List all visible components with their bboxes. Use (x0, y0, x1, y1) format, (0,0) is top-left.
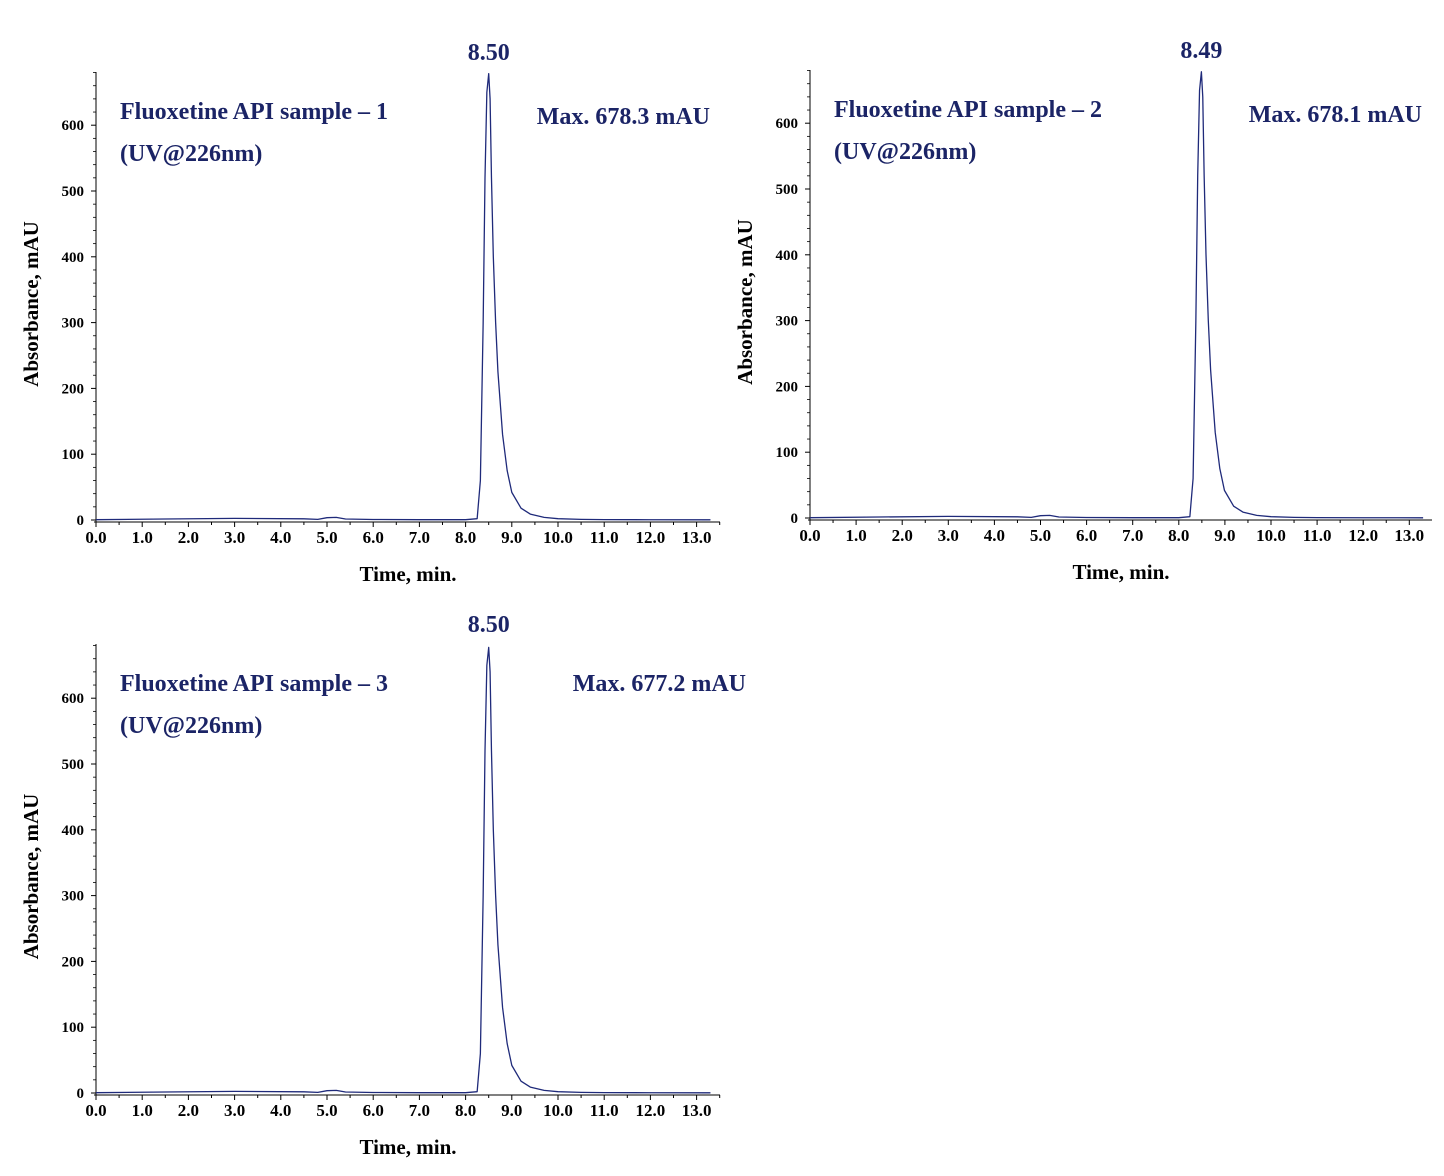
y-tick-label: 200 (62, 954, 85, 970)
chart-panel-3: 0.0 1.0 2.0 3.0 4.0 5.0 6.0 7.0 8.0 9.0 10.0 11.0 12… (19, 612, 746, 1159)
x-tick-label: 5.0 (1030, 526, 1051, 545)
x-tick-label: 11.0 (590, 1101, 619, 1120)
y-tick-label: 500 (62, 757, 85, 773)
chromatogram-trace (809, 71, 1424, 519)
chart-panel-1: 0.0 1.0 2.0 3.0 4.0 5.0 6.0 7.0 8.0 9.0 10.0 11.0 12… (19, 40, 721, 586)
y-tick-label: 100 (776, 445, 799, 461)
x-tick-label: 9.0 (501, 1101, 522, 1120)
x-tick-label: 3.0 (224, 1101, 245, 1120)
x-tick-label: 12.0 (1348, 526, 1378, 545)
x-tick-label: 9.0 (1214, 526, 1235, 545)
peak-retention-label: 8.49 (1180, 38, 1222, 64)
x-tick-label: 7.0 (1122, 526, 1143, 545)
y-tick-label: 500 (62, 184, 85, 200)
x-tick-label: 12.0 (636, 528, 666, 547)
chart-subtitle: (UV@226nm) (120, 713, 262, 739)
y-tick-label: 300 (62, 889, 85, 905)
x-tick-label: 1.0 (132, 1101, 153, 1120)
y-tick-label: 100 (62, 1020, 85, 1036)
peak-max-label: Max. 678.1 mAU (1249, 102, 1422, 128)
x-tick-label: 13.0 (682, 1101, 712, 1120)
chromatogram-trace (95, 646, 711, 1094)
x-axis-label: Time, min. (359, 1135, 456, 1159)
x-tick-label: 5.0 (316, 1101, 337, 1120)
y-axis-label: Absorbance, mAU (19, 794, 43, 960)
x-tick-label: 2.0 (892, 526, 913, 545)
x-tick-label: 11.0 (1303, 526, 1332, 545)
x-tick-label: 8.0 (1168, 526, 1189, 545)
x-tick-label: 0.0 (85, 528, 106, 547)
y-tick-label: 400 (62, 250, 85, 266)
peak-max-label: Max. 678.3 mAU (537, 104, 710, 130)
x-tick-label: 12.0 (636, 1101, 666, 1120)
y-tick-label: 0 (77, 513, 85, 529)
y-tick-label: 400 (776, 248, 799, 264)
y-tick-label: 300 (776, 314, 799, 330)
x-tick-label: 5.0 (316, 528, 337, 547)
x-axis-label: Time, min. (359, 562, 456, 586)
chart-subtitle: (UV@226nm) (834, 139, 976, 165)
chart-title: Fluoxetine API sample – 1 (120, 99, 388, 125)
chart-panel-2: 0.0 1.0 2.0 3.0 4.0 5.0 6.0 7.0 8.0 9.0 10.0 11.0 12… (733, 38, 1432, 584)
x-tick-label: 10.0 (543, 528, 573, 547)
y-tick-label: 0 (77, 1086, 85, 1102)
chart-title: Fluoxetine API sample – 3 (120, 671, 388, 697)
x-tick-label: 1.0 (845, 526, 866, 545)
x-tick-label: 4.0 (270, 528, 291, 547)
y-axis-label: Absorbance, mAU (19, 221, 43, 387)
x-tick-label: 13.0 (1394, 526, 1424, 545)
x-tick-label: 10.0 (543, 1101, 573, 1120)
y-tick-label: 400 (62, 823, 85, 839)
y-tick-label: 200 (776, 379, 799, 395)
x-tick-label: 8.0 (455, 528, 476, 547)
x-tick-label: 7.0 (409, 1101, 430, 1120)
x-tick-label: 3.0 (224, 528, 245, 547)
x-tick-label: 4.0 (270, 1101, 291, 1120)
x-tick-label: 13.0 (682, 528, 712, 547)
chart-title: Fluoxetine API sample – 2 (834, 97, 1102, 123)
x-tick-label: 2.0 (178, 1101, 199, 1120)
peak-retention-label: 8.50 (468, 40, 510, 66)
y-tick-label: 200 (62, 381, 85, 397)
x-tick-label: 10.0 (1256, 526, 1286, 545)
x-tick-label: 2.0 (178, 528, 199, 547)
y-tick-label: 300 (62, 316, 85, 332)
x-tick-label: 6.0 (363, 1101, 384, 1120)
x-tick-label: 0.0 (85, 1101, 106, 1120)
y-axis-label: Absorbance, mAU (733, 219, 757, 385)
chart-subtitle: (UV@226nm) (120, 141, 262, 167)
y-tick-label: 100 (62, 447, 85, 463)
x-axis-label: Time, min. (1072, 560, 1169, 584)
peak-retention-label: 8.50 (468, 612, 510, 638)
y-tick-label: 600 (776, 116, 799, 132)
x-tick-label: 6.0 (363, 528, 384, 547)
x-tick-label: 11.0 (590, 528, 619, 547)
peak-max-label: Max. 677.2 mAU (573, 671, 746, 697)
x-tick-label: 8.0 (455, 1101, 476, 1120)
y-tick-label: 500 (776, 182, 799, 198)
chromatogram-trace (95, 73, 711, 521)
y-tick-label: 0 (791, 511, 799, 527)
x-tick-label: 3.0 (938, 526, 959, 545)
x-tick-label: 9.0 (501, 528, 522, 547)
x-tick-label: 0.0 (799, 526, 820, 545)
x-tick-label: 4.0 (984, 526, 1005, 545)
x-tick-label: 6.0 (1076, 526, 1097, 545)
y-tick-label: 600 (62, 118, 85, 134)
x-tick-label: 1.0 (132, 528, 153, 547)
x-tick-label: 7.0 (409, 528, 430, 547)
y-tick-label: 600 (62, 691, 85, 707)
